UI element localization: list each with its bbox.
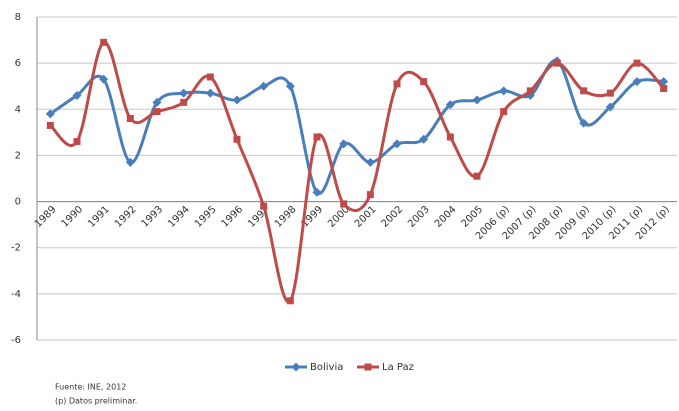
legend-label: Bolivia (310, 362, 343, 373)
x-tick-label: 2001 (353, 204, 379, 230)
source-note: Fuente: INE, 2012 (55, 383, 126, 392)
data-point (205, 88, 215, 98)
x-tick-label: 1993 (139, 204, 165, 230)
data-point (233, 135, 241, 143)
data-point (605, 102, 615, 112)
x-tick-label: 1994 (166, 204, 192, 230)
y-tick-label: -6 (11, 335, 21, 346)
data-point (206, 73, 214, 81)
data-point (392, 139, 402, 149)
data-point (500, 108, 508, 116)
data-point (286, 297, 294, 305)
data-point (125, 157, 135, 167)
legend-marker (291, 362, 301, 372)
data-point (393, 80, 401, 88)
x-tick-label: 1996 (219, 204, 245, 230)
data-point (339, 139, 349, 149)
x-tick-label: 1990 (59, 204, 85, 230)
data-point (473, 172, 481, 180)
data-point (313, 133, 321, 141)
data-point (340, 200, 348, 208)
x-tick-label: 1998 (273, 204, 299, 230)
data-point (445, 100, 455, 110)
data-point (526, 87, 534, 95)
x-tick-label: 1995 (193, 204, 219, 230)
y-tick-label: 2 (15, 150, 21, 161)
data-point (46, 121, 54, 129)
data-point (260, 202, 268, 210)
data-point (446, 133, 454, 141)
data-point (45, 109, 55, 119)
data-point (580, 87, 588, 95)
legend-marker (364, 363, 372, 371)
data-point (420, 78, 428, 86)
data-point (100, 38, 108, 46)
y-tick-label: 6 (15, 58, 21, 69)
data-point (285, 81, 295, 91)
data-point (180, 98, 188, 106)
data-point (153, 108, 161, 116)
data-point (366, 191, 374, 199)
x-tick-label: 2004 (433, 204, 459, 230)
data-point (660, 85, 668, 93)
y-tick-label: 8 (15, 12, 21, 23)
data-point (606, 89, 614, 97)
data-point (579, 118, 589, 128)
data-point (365, 157, 375, 167)
data-point (632, 77, 642, 87)
data-point (499, 86, 509, 96)
x-tick-label: 2002 (379, 204, 405, 230)
y-tick-label: -2 (11, 243, 21, 254)
y-tick-label: 0 (15, 197, 21, 208)
x-tick-label: 2003 (406, 204, 432, 230)
y-tick-label: -4 (11, 289, 21, 300)
data-point (99, 74, 109, 84)
data-point (633, 59, 641, 67)
x-tick-label: 1992 (113, 204, 139, 230)
series-line (49, 59, 664, 195)
y-tick-label: 4 (15, 104, 21, 115)
data-point (419, 134, 429, 144)
data-point (232, 95, 242, 105)
x-tick-label: 1991 (86, 204, 112, 230)
data-point (73, 138, 81, 146)
footnote: (p) Datos preliminar. (55, 397, 137, 406)
data-point (152, 97, 162, 107)
data-point (72, 90, 82, 100)
data-point (553, 59, 561, 67)
data-point (126, 115, 134, 123)
data-point (179, 88, 189, 98)
legend-label: La Paz (382, 362, 414, 373)
series-line (49, 40, 665, 304)
data-point (472, 95, 482, 105)
data-point (259, 81, 269, 91)
data-point (312, 187, 322, 197)
